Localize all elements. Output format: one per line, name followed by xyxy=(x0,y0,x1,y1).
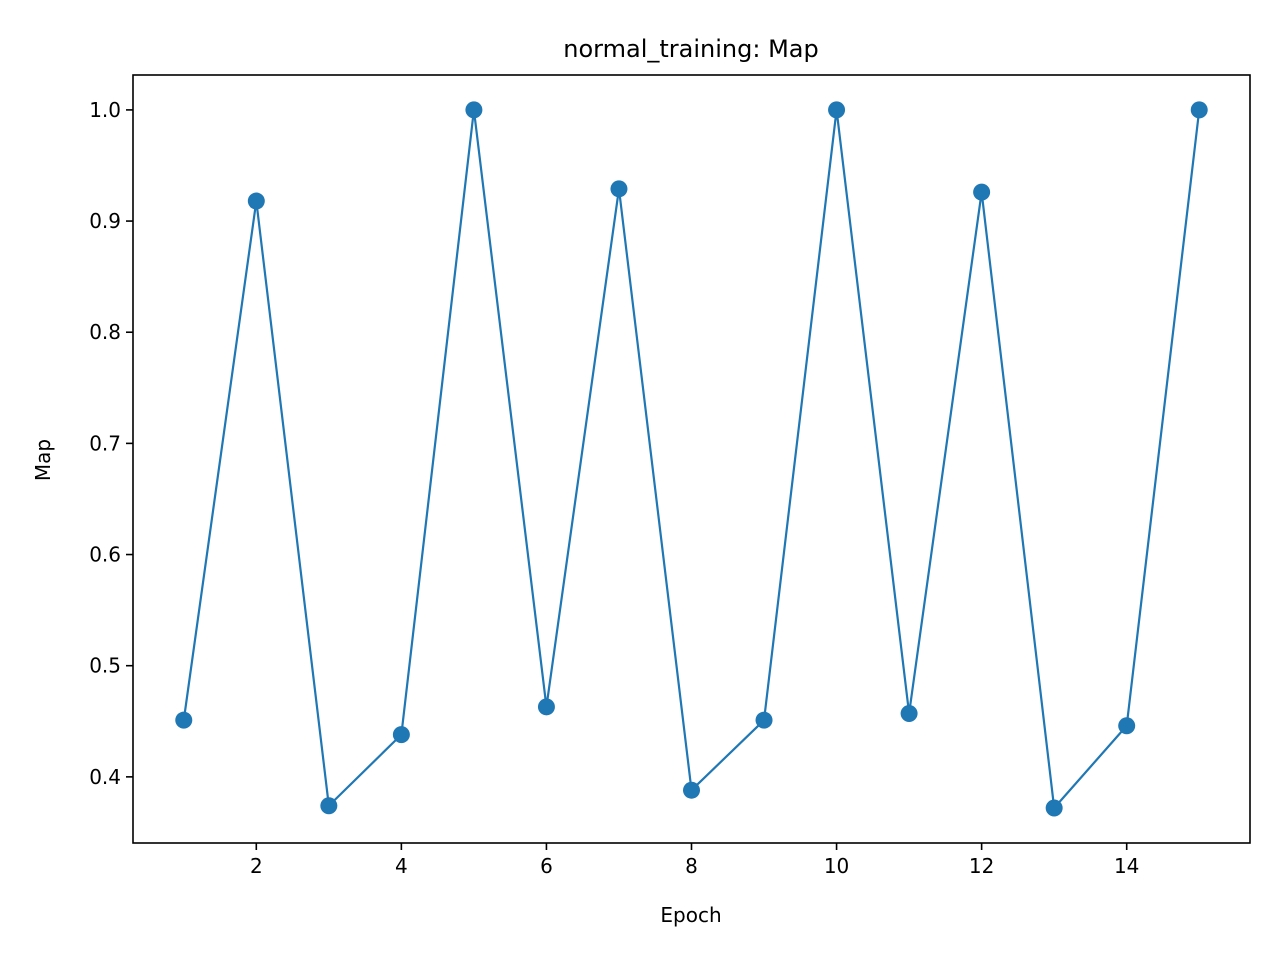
x-tick-label: 12 xyxy=(969,854,994,878)
y-tick-label: 0.9 xyxy=(89,209,121,233)
series-line xyxy=(182,108,1201,810)
y-tick-label: 1.0 xyxy=(89,98,121,122)
x-tick-label: 10 xyxy=(824,854,849,878)
data-point xyxy=(465,101,483,119)
plot-area: 2 4 6 8 10 12 14 0.4 0.5 0.6 0.7 0.8 0.9 1.0 xyxy=(89,74,1251,878)
x-tick-label: 6 xyxy=(540,854,553,878)
x-tick-label: 14 xyxy=(1114,854,1139,878)
data-point xyxy=(1118,717,1136,735)
data-point xyxy=(320,797,338,815)
data-point xyxy=(755,711,773,729)
data-point xyxy=(392,726,410,744)
x-tick-label: 2 xyxy=(250,854,263,878)
y-tick-label: 0.5 xyxy=(89,654,121,678)
data-point xyxy=(683,781,700,799)
x-tick-label: 4 xyxy=(395,854,408,878)
chart-title: normal_training: Map xyxy=(563,35,818,63)
data-point xyxy=(537,698,555,716)
data-point xyxy=(1045,799,1063,817)
data-point xyxy=(175,711,193,729)
data-point xyxy=(1190,101,1208,119)
x-axis-label: Epoch xyxy=(660,903,721,927)
data-point xyxy=(900,704,918,722)
data-point xyxy=(973,183,991,201)
data-point xyxy=(828,101,846,119)
y-tick-label: 0.4 xyxy=(89,765,121,789)
y-tick-label: 0.6 xyxy=(89,543,121,567)
data-point xyxy=(247,192,265,210)
y-tick-label: 0.7 xyxy=(89,431,121,455)
x-tick-label: 8 xyxy=(685,854,698,878)
y-tick-label: 0.8 xyxy=(89,320,121,344)
data-point xyxy=(610,180,628,198)
y-axis-label: Map xyxy=(31,439,55,481)
plot-frame xyxy=(132,74,1251,844)
